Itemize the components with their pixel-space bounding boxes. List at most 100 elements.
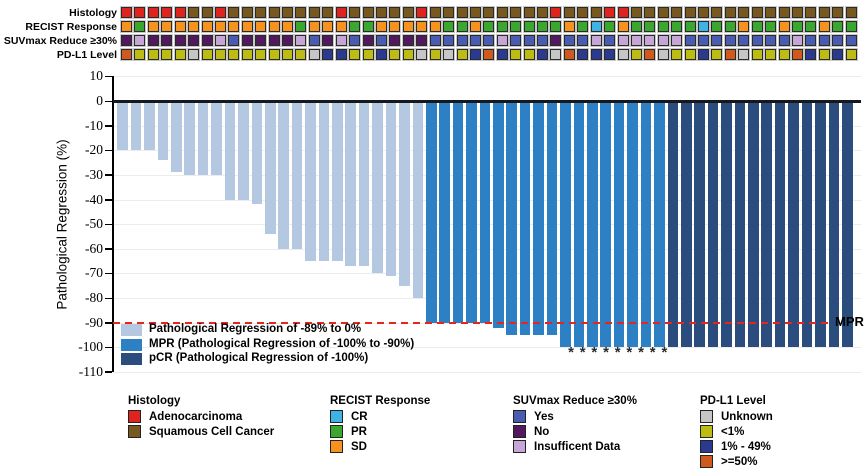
track-cell-histology [643,6,657,19]
legend-label-pdl1: Unknown [721,411,773,423]
track-cell-suvmax [643,34,657,47]
waterfall-bar-pcr [841,102,853,348]
axis-tick [105,174,112,176]
track-cell-recist [697,20,711,33]
waterfall-bar-mpr [560,102,571,348]
bar-legend-label-pcr: pCR (Pathological Regression of -100%) [149,352,369,364]
track-cell-histology [281,6,295,19]
track-cell-recist [415,20,429,33]
track-cell-suvmax [173,34,187,47]
track-cell-recist [401,20,415,33]
legend-title-histology: Histology [128,395,181,407]
asterisk-marker: * [603,344,609,361]
track-cell-suvmax [307,34,321,47]
axis-tick-label: -110 [78,363,103,379]
track-cell-suvmax [764,34,778,47]
waterfall-bar-mpr [493,102,504,328]
track-cell-recist [710,20,724,33]
waterfall-bar-mpr [479,102,491,323]
waterfall-bar-reg [130,102,142,151]
zero-baseline [113,100,861,103]
track-cell-suvmax [562,34,576,47]
axis-tick-label: -20 [85,142,103,158]
track-cell-pdl1 [160,48,174,61]
legend-swatch-recist [330,440,343,453]
legend-label-recist: CR [351,411,368,423]
track-cell-histology [482,6,496,19]
axis-tick-label: -40 [85,191,103,207]
track-cell-histology [307,6,321,19]
track-cell-histology [267,6,281,19]
track-cell-recist [764,20,778,33]
legend-swatch-pdl1 [700,455,713,468]
track-cell-histology [589,6,603,19]
track-cell-recist [361,20,375,33]
track-cell-recist [817,20,831,33]
track-cell-pdl1 [589,48,603,61]
waterfall-bar-reg [399,102,410,286]
track-cell-pdl1 [482,48,496,61]
asterisk-marker: * [649,344,656,361]
track-cell-recist [750,20,764,33]
track-cell-suvmax [750,34,764,47]
waterfall-bar-reg [358,102,370,267]
track-cell-recist [187,20,201,33]
waterfall-bar-mpr [546,102,558,335]
axis-tick-label: -60 [85,240,103,256]
legend-swatch-recist [330,410,343,423]
track-label-recist: RECIST Response [25,21,117,33]
track-cell-recist [307,20,321,33]
track-cell-pdl1 [603,48,617,61]
track-cell-pdl1 [616,48,630,61]
mpr-line-label: MPR [835,314,864,329]
track-cell-recist [670,20,684,33]
track-cell-recist [629,20,643,33]
track-cell-histology [200,6,214,19]
track-cell-suvmax [536,34,550,47]
track-cell-histology [737,6,751,19]
track-cell-pdl1 [468,48,482,61]
track-cell-histology [522,6,536,19]
track-cell-pdl1 [428,48,442,61]
waterfall-bar-mpr [613,102,625,348]
track-cell-suvmax [737,34,751,47]
track-cell-recist [442,20,456,33]
track-cell-suvmax [576,34,590,47]
track-cell-histology [361,6,375,19]
bar-legend-label-mpr: MPR (Pathological Regression of -100% to… [149,337,415,350]
track-cell-recist [509,20,523,33]
track-cell-pdl1 [240,48,254,61]
track-cell-suvmax [120,34,133,47]
track-cell-histology [804,6,818,19]
track-cell-suvmax [213,34,227,47]
asterisk-marker: * [614,344,621,361]
track-cell-pdl1 [670,48,684,61]
legend-label-pdl1: 1% - 49% [721,441,771,453]
track-cell-histology [334,6,348,19]
track-cell-histology [401,6,415,19]
track-cell-suvmax [482,34,496,47]
track-cell-histology [549,6,563,19]
axis-tick [105,248,112,250]
track-cell-histology [146,6,160,19]
axis-tick-label: -30 [85,166,103,182]
track-cell-histology [133,6,147,19]
waterfall-bar-pcr [801,102,813,348]
track-cell-histology [415,6,429,19]
track-cell-histology [173,6,187,19]
track-cell-histology [455,6,469,19]
waterfall-bar-mpr [533,102,544,335]
axis-tick-label: -10 [85,117,103,133]
track-cell-histology [844,6,858,19]
waterfall-bar-mpr [506,102,518,335]
track-cell-recist [576,20,590,33]
track-cell-suvmax [200,34,214,47]
axis-tick [105,322,112,324]
waterfall-bar-reg [157,102,169,161]
track-cell-pdl1 [307,48,321,61]
axis-tick [105,199,112,201]
bar-legend-swatch-pcr [121,353,142,365]
track-cell-suvmax [683,34,697,47]
track-cell-recist [388,20,402,33]
track-cell-recist [603,20,617,33]
